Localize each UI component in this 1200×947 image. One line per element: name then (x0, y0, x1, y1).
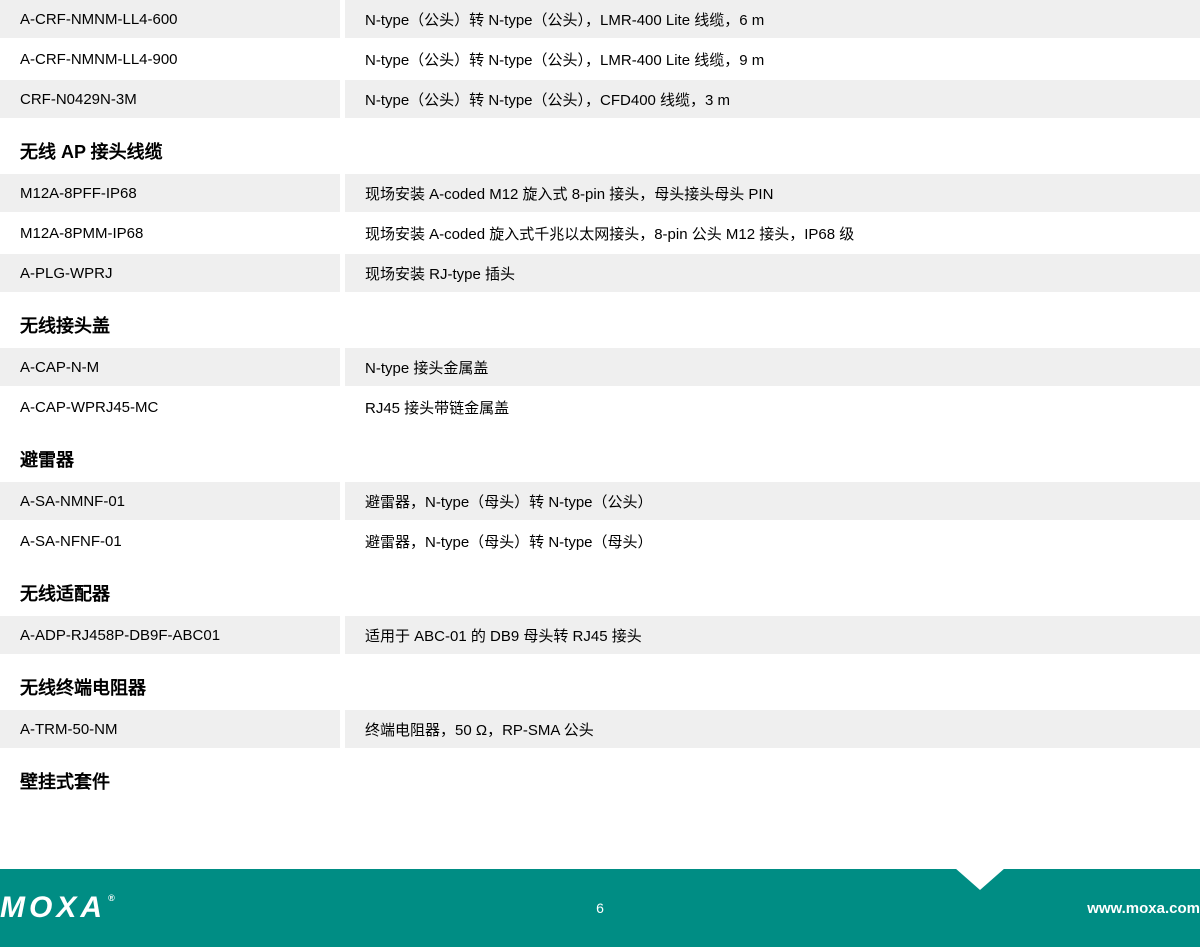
section-title: 无线 AP 接头线缆 (0, 120, 1200, 174)
product-desc: 适用于 ABC-01 的 DB9 母头转 RJ45 接头 (345, 616, 1200, 654)
product-code: A-CAP-N-M (0, 348, 340, 386)
table-row: A-SA-NFNF-01 避雷器，N-type（母头）转 N-type（母头） (0, 522, 1200, 560)
table-row: A-TRM-50-NM 终端电阻器，50 Ω，RP-SMA 公头 (0, 710, 1200, 748)
table-row: A-CAP-WPRJ45-MC RJ45 接头带链金属盖 (0, 388, 1200, 426)
brand-logo: MOXA® (0, 891, 117, 925)
footer-notch-decoration (955, 868, 1005, 890)
product-desc: N-type（公头）转 N-type（公头），CFD400 线缆，3 m (345, 80, 1200, 118)
table-row: A-CRF-NMNM-LL4-900 N-type（公头）转 N-type（公头… (0, 40, 1200, 78)
product-desc: 现场安装 A-coded M12 旋入式 8-pin 接头，母头接头母头 PIN (345, 174, 1200, 212)
section-title: 无线终端电阻器 (0, 656, 1200, 710)
product-code: CRF-N0429N-3M (0, 80, 340, 118)
product-desc: 现场安装 RJ-type 插头 (345, 254, 1200, 292)
registered-icon: ® (108, 893, 119, 903)
product-code: A-ADP-RJ458P-DB9F-ABC01 (0, 616, 340, 654)
table-row: A-SA-NMNF-01 避雷器，N-type（母头）转 N-type（公头） (0, 482, 1200, 520)
product-desc: 现场安装 A-coded 旋入式千兆以太网接头，8-pin 公头 M12 接头，… (345, 214, 1200, 252)
product-desc: RJ45 接头带链金属盖 (345, 388, 1200, 426)
content-area: A-CRF-NMNM-LL4-600 N-type（公头）转 N-type（公头… (0, 0, 1200, 904)
table-row: A-CAP-N-M N-type 接头金属盖 (0, 348, 1200, 386)
footer-url: www.moxa.com (1087, 900, 1200, 917)
product-desc: N-type 接头金属盖 (345, 348, 1200, 386)
product-code: A-TRM-50-NM (0, 710, 340, 748)
product-desc: 避雷器，N-type（母头）转 N-type（公头） (345, 482, 1200, 520)
page-number: 6 (596, 900, 604, 916)
table-row: M12A-8PFF-IP68 现场安装 A-coded M12 旋入式 8-pi… (0, 174, 1200, 212)
table-row: CRF-N0429N-3M N-type（公头）转 N-type（公头），CFD… (0, 80, 1200, 118)
product-code: A-PLG-WPRJ (0, 254, 340, 292)
product-code: A-CAP-WPRJ45-MC (0, 388, 340, 426)
product-desc: 终端电阻器，50 Ω，RP-SMA 公头 (345, 710, 1200, 748)
product-desc: N-type（公头）转 N-type（公头），LMR-400 Lite 线缆，9… (345, 40, 1200, 78)
section-title: 无线接头盖 (0, 294, 1200, 348)
section-title: 无线适配器 (0, 562, 1200, 616)
table-row: A-CRF-NMNM-LL4-600 N-type（公头）转 N-type（公头… (0, 0, 1200, 38)
logo-text: MOXA (0, 891, 106, 924)
product-code: M12A-8PFF-IP68 (0, 174, 340, 212)
product-code: A-SA-NFNF-01 (0, 522, 340, 560)
table-row: A-ADP-RJ458P-DB9F-ABC01 适用于 ABC-01 的 DB9… (0, 616, 1200, 654)
product-code: A-CRF-NMNM-LL4-900 (0, 40, 340, 78)
section-title: 避雷器 (0, 428, 1200, 482)
product-desc: N-type（公头）转 N-type（公头），LMR-400 Lite 线缆，6… (345, 0, 1200, 38)
table-row: A-PLG-WPRJ 现场安装 RJ-type 插头 (0, 254, 1200, 292)
product-code: A-SA-NMNF-01 (0, 482, 340, 520)
product-code: M12A-8PMM-IP68 (0, 214, 340, 252)
page-footer: MOXA® 6 www.moxa.com (0, 869, 1200, 947)
product-desc: 避雷器，N-type（母头）转 N-type（母头） (345, 522, 1200, 560)
table-row: M12A-8PMM-IP68 现场安装 A-coded 旋入式千兆以太网接头，8… (0, 214, 1200, 252)
product-code: A-CRF-NMNM-LL4-600 (0, 0, 340, 38)
section-title: 壁挂式套件 (0, 750, 1200, 804)
